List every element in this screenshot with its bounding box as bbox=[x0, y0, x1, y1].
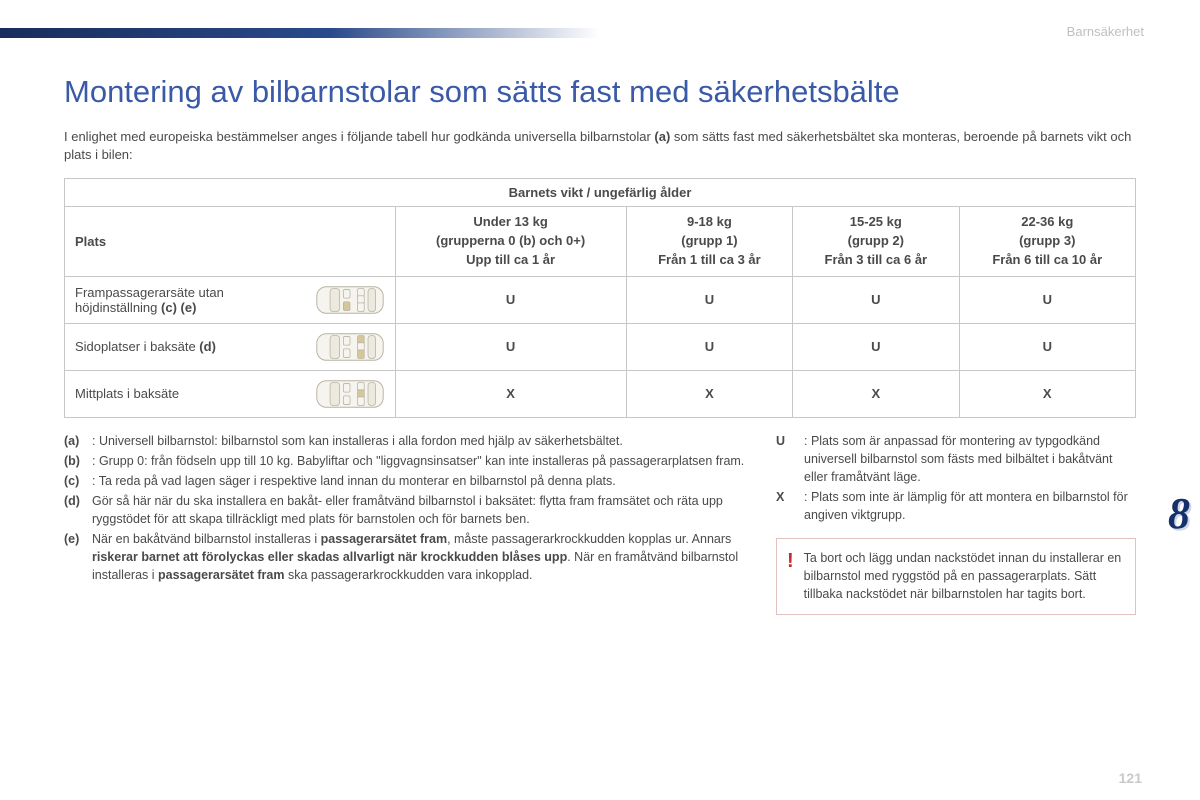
seat-diagram-cell bbox=[305, 276, 396, 323]
weight-column-header: Under 13 kg(grupperna 0 (b) och 0+)Upp t… bbox=[395, 207, 626, 277]
table-row: Mittplats i baksäteXXXX bbox=[65, 370, 1136, 417]
seat-label: Mittplats i baksäte bbox=[65, 370, 305, 417]
footnote-text: : Ta reda på vad lagen säger i respektiv… bbox=[92, 472, 748, 490]
seat-diagram-cell bbox=[305, 370, 396, 417]
compatibility-cell: U bbox=[626, 323, 792, 370]
compatibility-cell: U bbox=[626, 276, 792, 323]
car-top-icon bbox=[313, 283, 387, 317]
compatibility-cell: X bbox=[626, 370, 792, 417]
legend-row: X: Plats som inte är lämplig för att mon… bbox=[776, 488, 1136, 524]
footnote-key: (c) bbox=[64, 472, 92, 490]
footnote-key: (b) bbox=[64, 452, 92, 470]
footnote-row: (c): Ta reda på vad lagen säger i respek… bbox=[64, 472, 748, 490]
seat-label: Frampassagerarsäte utan höjdinställning … bbox=[65, 276, 305, 323]
notes-left-column: (a): Universell bilbarnstol: bilbarnstol… bbox=[64, 432, 748, 615]
footnote-text: När en bakåtvänd bilbarnstol installeras… bbox=[92, 530, 748, 584]
seat-label: Sidoplatser i baksäte (d) bbox=[65, 323, 305, 370]
warning-text: Ta bort och lägg undan nackstödet innan … bbox=[804, 549, 1123, 603]
compatibility-cell: U bbox=[959, 276, 1135, 323]
section-label: Barnsäkerhet bbox=[1067, 24, 1144, 39]
compatibility-cell: U bbox=[793, 276, 959, 323]
footnote-row: (a): Universell bilbarnstol: bilbarnstol… bbox=[64, 432, 748, 450]
page-number: 121 bbox=[1119, 770, 1142, 786]
header-gradient-bar bbox=[0, 28, 600, 38]
compatibility-cell: U bbox=[395, 323, 626, 370]
footnote-row: (e) När en bakåtvänd bilbarnstol install… bbox=[64, 530, 748, 584]
table-row: Sidoplatser i baksäte (d)UUUU bbox=[65, 323, 1136, 370]
seat-compatibility-table: Barnets vikt / ungefärlig ålder Plats Un… bbox=[64, 178, 1136, 418]
warning-icon: ! bbox=[787, 549, 794, 603]
footnote-key: (a) bbox=[64, 432, 92, 450]
footnote-row: (d) Gör så här när du ska installera en … bbox=[64, 492, 748, 528]
weight-column-header: 15-25 kg(grupp 2)Från 3 till ca 6 år bbox=[793, 207, 959, 277]
legend-row: U: Plats som är anpassad för montering a… bbox=[776, 432, 1136, 486]
legend-text: : Plats som inte är lämplig för att mont… bbox=[804, 488, 1136, 524]
page-title: Montering av bilbarnstolar som sätts fas… bbox=[64, 74, 1136, 110]
footnote-key: (e) bbox=[64, 530, 92, 584]
footnote-text: Gör så här när du ska installera en bakå… bbox=[92, 492, 748, 528]
footnote-key: (d) bbox=[64, 492, 92, 528]
legend-key: X bbox=[776, 488, 804, 524]
compatibility-cell: X bbox=[395, 370, 626, 417]
car-top-icon bbox=[313, 330, 387, 364]
compatibility-cell: U bbox=[959, 323, 1135, 370]
chapter-number: 8 bbox=[1168, 488, 1190, 539]
weight-column-header: 22-36 kg(grupp 3)Från 6 till ca 10 år bbox=[959, 207, 1135, 277]
notes-section: (a): Universell bilbarnstol: bilbarnstol… bbox=[64, 432, 1136, 615]
table-span-header: Barnets vikt / ungefärlig ålder bbox=[65, 179, 1136, 207]
compatibility-cell: X bbox=[793, 370, 959, 417]
car-top-icon bbox=[313, 377, 387, 411]
compatibility-cell: U bbox=[395, 276, 626, 323]
legend-key: U bbox=[776, 432, 804, 486]
seat-diagram-cell bbox=[305, 323, 396, 370]
footnote-row: (b): Grupp 0: från födseln upp till 10 k… bbox=[64, 452, 748, 470]
weight-column-header: 9-18 kg(grupp 1)Från 1 till ca 3 år bbox=[626, 207, 792, 277]
notes-right-column: U: Plats som är anpassad för montering a… bbox=[776, 432, 1136, 615]
footnote-text: : Grupp 0: från födseln upp till 10 kg. … bbox=[92, 452, 748, 470]
compatibility-cell: U bbox=[793, 323, 959, 370]
page-content: Montering av bilbarnstolar som sätts fas… bbox=[64, 40, 1136, 615]
intro-paragraph: I enlighet med europeiska bestämmelser a… bbox=[64, 128, 1136, 164]
footnote-text: : Universell bilbarnstol: bilbarnstol so… bbox=[92, 432, 748, 450]
plats-header: Plats bbox=[65, 207, 396, 277]
table-row: Frampassagerarsäte utan höjdinställning … bbox=[65, 276, 1136, 323]
warning-box: ! Ta bort och lägg undan nackstödet inna… bbox=[776, 538, 1136, 614]
legend-text: : Plats som är anpassad för montering av… bbox=[804, 432, 1136, 486]
compatibility-cell: X bbox=[959, 370, 1135, 417]
